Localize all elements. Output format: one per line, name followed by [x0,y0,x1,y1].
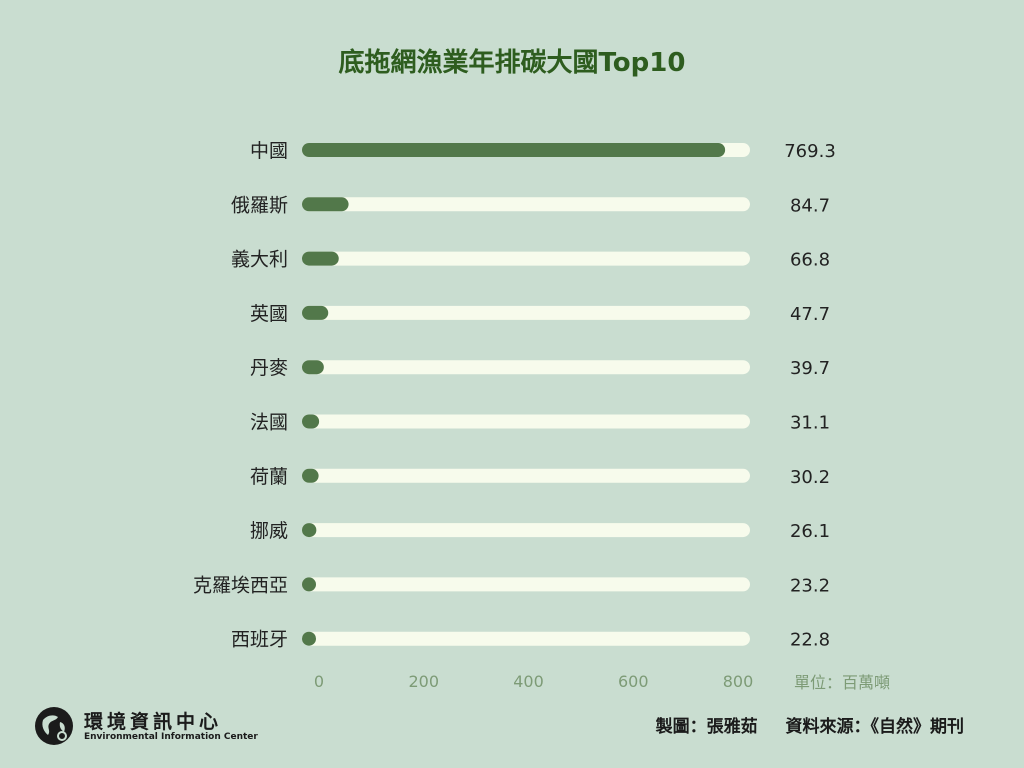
value-label: 769.3 [784,141,836,162]
value-label: 22.8 [790,630,830,651]
value-label: 84.7 [790,195,830,216]
chart-title: 底拖網漁業年排碳大國Top10 [338,48,686,78]
source-text: 資料來源：《自然》期刊 [785,717,965,737]
bar-track [302,251,750,266]
category-label: 荷蘭 [250,466,288,488]
org-name-en: Environmental Information Center [84,732,258,742]
bar-chart: 中國 769.3 俄羅斯 84.7 義大利 66.8 英國 47.7 丹麥 39.7 法國 31.1 荷… [193,140,836,691]
category-label: 中國 [250,140,288,162]
value-label: 66.8 [790,250,830,271]
value-label: 30.2 [790,467,830,488]
bar-3 [302,251,339,266]
org-name: 環境資訊中心 [84,711,223,733]
bar-5 [302,360,324,375]
globe-logo-icon [35,707,73,745]
x-tick-label: 600 [618,672,649,691]
footer-credits: 製圖：張雅茹 資料來源：《自然》期刊 [656,712,964,737]
bar-track [302,631,750,646]
bar-8 [302,523,317,538]
value-label: 39.7 [790,358,830,379]
bar-track [302,468,750,483]
category-label: 克羅埃西亞 [193,574,288,596]
bar-4 [302,305,329,320]
x-tick-label: 200 [408,672,439,691]
category-label: 丹麥 [250,357,288,379]
org-logo: 環境資訊中心 Environmental Information Center [34,706,258,746]
category-label: 義大利 [231,249,288,271]
value-label: 26.1 [790,521,830,542]
category-label: 法國 [250,412,288,434]
credit-text: 製圖：張雅茹 [655,717,758,737]
x-tick-label: 400 [513,672,544,691]
bar-track [302,577,750,592]
category-label: 英國 [250,303,288,325]
x-tick-label: 800 [723,672,754,691]
bar-track [302,305,750,320]
bar-9 [302,577,316,592]
bar-1 [302,143,726,157]
x-tick-label: 0 [314,672,324,691]
unit-label: 單位：百萬噸 [794,673,891,692]
category-label: 西班牙 [231,629,288,651]
bar-track [302,197,750,212]
bar-track [302,360,750,375]
bar-10 [302,631,316,646]
bar-track [302,523,750,538]
value-label: 31.1 [790,413,830,434]
value-label: 23.2 [790,575,830,596]
bar-6 [302,414,320,429]
bar-2 [302,197,349,212]
category-label: 俄羅斯 [231,194,288,216]
bar-track [302,414,750,429]
category-label: 挪威 [250,520,288,542]
value-label: 47.7 [790,304,830,325]
bar-7 [302,468,319,483]
